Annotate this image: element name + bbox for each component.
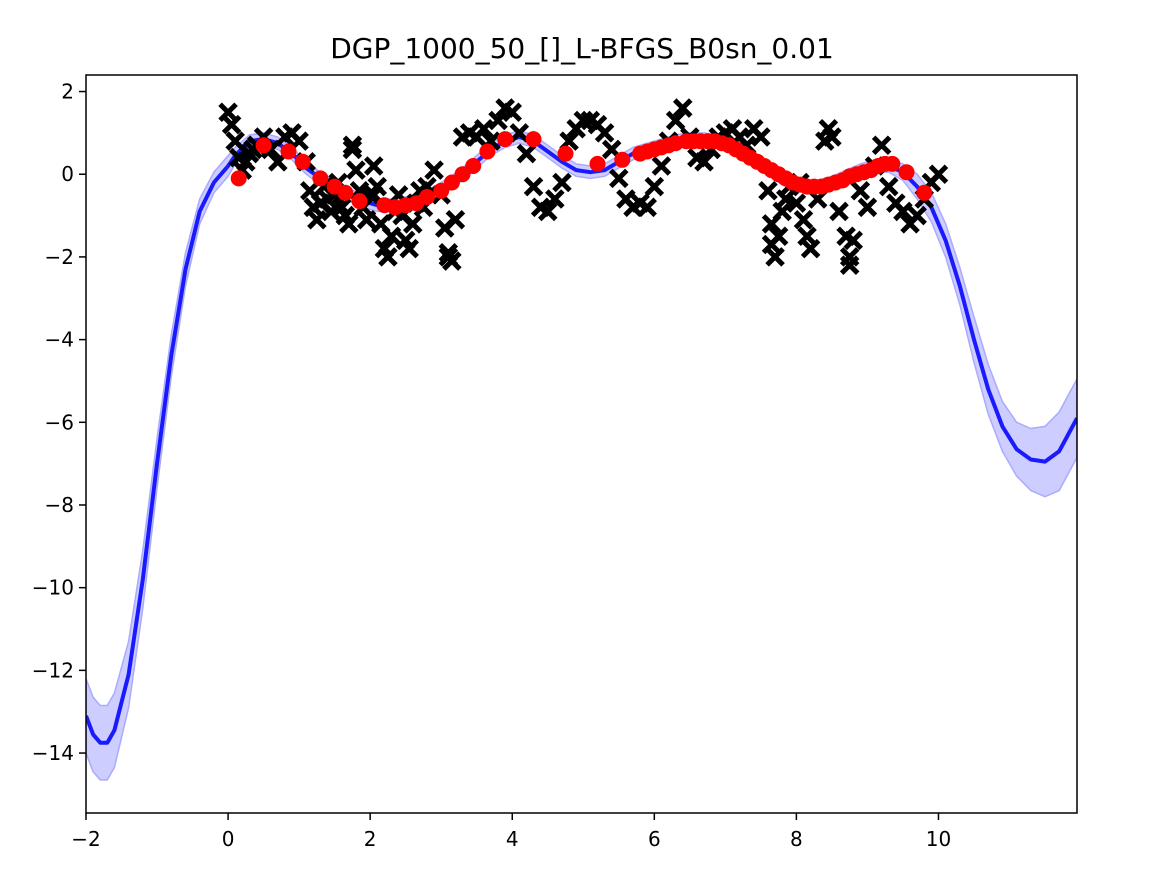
observation-marker <box>545 189 565 209</box>
observation-marker <box>839 255 860 275</box>
x-axis: −2 0 2 4 6 8 10 <box>71 813 951 851</box>
observation-marker <box>644 176 665 197</box>
plot-area <box>86 98 1077 781</box>
confidence-band <box>86 130 1077 781</box>
x-tick-label: 2 <box>364 827 377 851</box>
observation-marker <box>516 143 537 164</box>
chart-title: DGP_1000_50_[]_L-BFGS_B0sn_0.01 <box>330 32 834 65</box>
y-tick-label: −8 <box>45 493 74 517</box>
observation-marker <box>342 139 363 160</box>
inducing-point <box>497 131 514 148</box>
observation-marker <box>356 209 377 230</box>
observation-marker <box>502 102 523 122</box>
observation-marker <box>346 160 366 180</box>
inducing-point <box>337 184 354 201</box>
inducing-point <box>312 170 329 187</box>
observation-marker <box>822 127 842 147</box>
observation-marker <box>878 176 899 197</box>
observation-marker <box>488 110 508 131</box>
y-tick-label: 2 <box>61 80 74 104</box>
observation-marker <box>672 98 693 118</box>
inducing-point <box>916 184 933 201</box>
x-tick-label: −2 <box>71 827 100 851</box>
mean-line <box>86 135 1077 745</box>
inducing-point <box>419 189 435 205</box>
inducing-point <box>294 153 311 170</box>
observation-marker <box>694 152 714 172</box>
observation-marker <box>751 127 771 147</box>
observation-marker <box>321 201 341 222</box>
observation-marker <box>800 238 821 259</box>
inducing-point <box>465 158 482 174</box>
observation-marker <box>665 110 686 131</box>
inducing-point <box>884 155 901 172</box>
inducing-point <box>280 143 297 160</box>
x-tick-label: 0 <box>222 827 235 851</box>
x-tick-label: 8 <box>790 827 803 851</box>
observation-marker <box>445 209 466 230</box>
observation-marker <box>637 197 657 218</box>
observation-marker <box>424 160 444 180</box>
observation-marker <box>573 110 594 131</box>
inducing-point <box>557 145 574 162</box>
observation-marker <box>474 118 494 139</box>
y-tick-label: −12 <box>32 658 74 682</box>
observation-marker <box>537 201 558 222</box>
y-tick-label: −4 <box>45 328 74 352</box>
axes-frame <box>85 74 1078 814</box>
observation-marker <box>523 176 544 197</box>
observation-marker <box>786 193 807 213</box>
observation-marker <box>438 243 459 263</box>
inducing-point <box>614 151 631 168</box>
observation-marker <box>843 230 863 251</box>
inducing-point <box>255 137 272 154</box>
y-tick-label: −14 <box>32 741 74 765</box>
observation-marker <box>221 114 242 135</box>
observation-marker <box>594 123 615 143</box>
observation-marker <box>399 238 419 259</box>
observation-marker <box>609 168 629 189</box>
observation-marker <box>758 180 778 201</box>
observation-marker <box>857 197 878 218</box>
x-tick-label: 4 <box>506 827 519 851</box>
observation-marker <box>378 247 398 267</box>
observation-marker <box>403 214 423 234</box>
y-tick-label: −2 <box>45 245 74 269</box>
x-tick-label: 6 <box>648 827 661 851</box>
inducing-point <box>589 155 606 172</box>
observation-marker <box>381 226 402 247</box>
observation-marker <box>850 180 871 201</box>
y-tick-label: 0 <box>61 162 74 186</box>
inducing-point <box>479 143 496 160</box>
observation-marker <box>339 214 359 234</box>
observation-marker <box>793 209 814 230</box>
x-tick-label: 10 <box>926 827 951 851</box>
observation-marker <box>651 156 672 176</box>
observation-marker <box>871 135 892 156</box>
inducing-point <box>525 131 542 148</box>
observation-marker <box>761 234 782 255</box>
y-tick-label: −10 <box>32 576 74 600</box>
inducing-point <box>351 193 368 210</box>
observation-marker <box>307 209 327 230</box>
observation-marker <box>829 201 849 222</box>
observation-marker <box>342 135 363 156</box>
observation-marker <box>363 156 384 176</box>
inducing-point <box>898 164 915 181</box>
observation-marker <box>893 201 913 222</box>
observation-marker <box>928 164 949 184</box>
observation-marker <box>907 205 927 226</box>
observation-marker <box>552 172 572 193</box>
observation-marker <box>509 123 530 143</box>
y-tick-label: −6 <box>45 410 74 434</box>
y-axis: 2 0 −2 −4 −6 −8 −10 −12 −14 <box>32 80 86 765</box>
inducing-point <box>230 170 247 187</box>
